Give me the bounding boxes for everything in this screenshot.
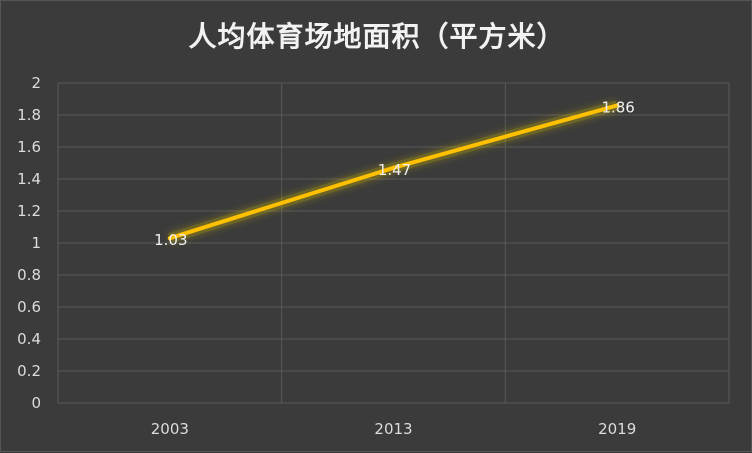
data-label: 1.86 [601, 98, 634, 116]
x-tick-label: 2019 [598, 420, 636, 438]
y-tick-label: 0.2 [17, 362, 41, 380]
y-tick-label: 1 [31, 234, 41, 252]
y-tick-label: 0.8 [17, 266, 41, 284]
x-tick-label: 2013 [374, 420, 412, 438]
y-tick-label: 0.4 [17, 330, 41, 348]
data-point [391, 165, 396, 170]
y-axis-ticks: 0 0.2 0.4 0.6 0.8 1 1.2 1.4 1.6 1.8 2 [17, 74, 41, 412]
y-tick-label: 1.8 [17, 106, 41, 124]
y-tick-label: 2 [31, 74, 41, 92]
series-layer [167, 100, 620, 243]
data-label-layer: 1.03 1.47 1.86 [154, 98, 635, 249]
chart-title: 人均体育场地面积（平方米） [188, 20, 566, 53]
data-point [167, 236, 172, 241]
y-tick-label: 0 [31, 394, 41, 412]
x-axis-ticks: 2003 2013 2019 [151, 420, 637, 438]
y-tick-label: 1.6 [17, 138, 41, 156]
data-point [615, 103, 620, 108]
y-tick-label: 1.2 [17, 202, 41, 220]
grid-layer [57, 82, 730, 404]
y-tick-label: 0.6 [17, 298, 41, 316]
y-tick-label: 1.4 [17, 170, 41, 188]
data-label: 1.03 [154, 231, 187, 249]
data-label: 1.47 [378, 161, 411, 179]
x-tick-label: 2003 [151, 420, 189, 438]
